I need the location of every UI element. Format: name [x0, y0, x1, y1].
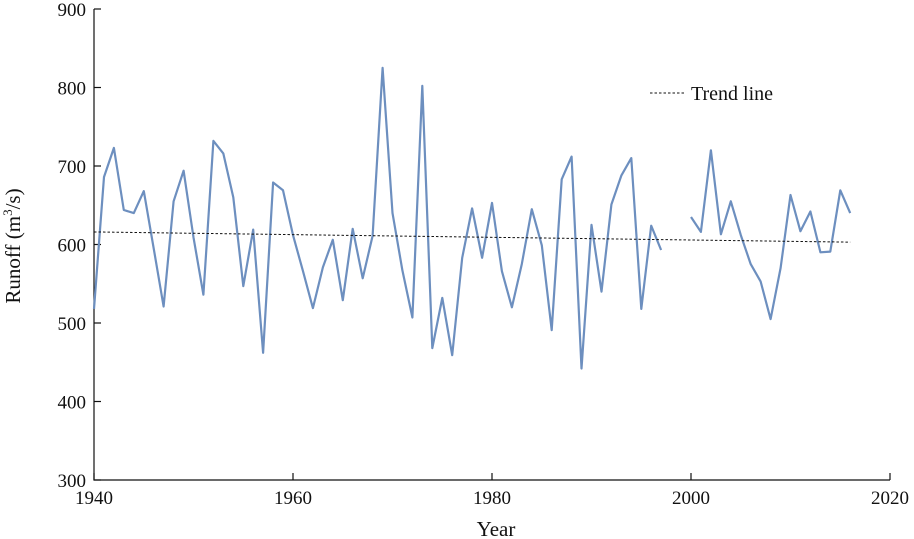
x-tick-label: 2000: [672, 488, 710, 509]
runoff-series-line: [690, 149, 852, 321]
y-axis-title: Runoff (m3/s): [0, 188, 25, 303]
y-axis-ticks: 300 400 500 600 700 800 900: [58, 0, 101, 492]
x-axis-title: Year: [477, 517, 516, 539]
legend: Trend line: [650, 83, 773, 105]
x-tick-label: 1940: [75, 488, 113, 509]
legend-trend-label: Trend line: [691, 83, 773, 105]
x-tick-label: 2020: [871, 488, 909, 509]
y-axis-title-main: Runoff (m: [1, 216, 25, 304]
axes: 300 400 500 600 700 800 900 1940 1960 1980 2000 20…: [58, 0, 910, 509]
trend-line: [93, 231, 851, 243]
runoff-series-line: [92, 66, 663, 370]
x-tick-label: 1960: [274, 488, 312, 509]
x-axis-ticks: 1940 1960 1980 2000 2020: [75, 473, 909, 509]
y-tick-label: 900: [58, 0, 87, 21]
y-tick-label: 500: [58, 314, 87, 335]
y-axis-title-tail: /s): [1, 188, 25, 209]
plot-area: [92, 66, 852, 370]
y-axis-title-superscript: 3: [0, 209, 15, 216]
y-tick-label: 400: [58, 393, 87, 414]
y-tick-label: 700: [58, 157, 87, 178]
y-tick-label: 300: [58, 471, 87, 492]
axis-frame: [93, 9, 890, 481]
y-tick-label: 800: [58, 79, 87, 100]
x-tick-label: 1980: [473, 488, 511, 509]
y-tick-label: 600: [58, 236, 87, 257]
